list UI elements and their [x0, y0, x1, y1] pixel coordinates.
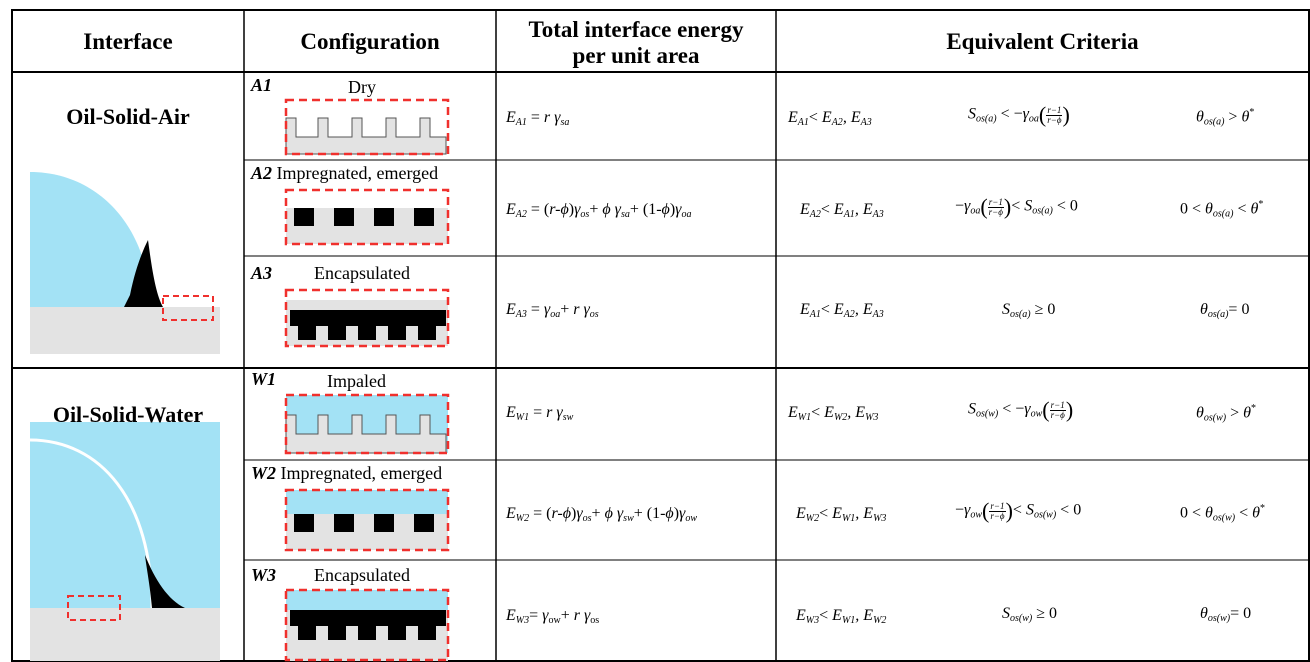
energy-a3: EA3 = γoa+ r γos: [506, 301, 599, 320]
crit-spread-w3: Sos(w) ≥ 0: [1002, 605, 1058, 624]
crit-theta-w3: θos(w)= 0: [1200, 605, 1252, 624]
crit-theta-a2: 0 < θos(a) < θ*: [1180, 199, 1264, 220]
crit-theta-w1: θos(w) > θ*: [1196, 403, 1256, 424]
crit-energy-w1: EW1< EW2, EW3: [788, 404, 879, 423]
crit-spread-a1: Sos(a) < −γoa(r−1 r−ϕ): [968, 102, 1070, 127]
energy-w1: EW1 = r γsw: [506, 404, 574, 423]
config-state-a1: Dry: [348, 77, 376, 97]
config-id: A3: [251, 263, 273, 283]
config-label-a1: A1: [251, 76, 272, 94]
config-state: Impregnated, emerged: [276, 163, 439, 183]
config-a2-illustration: [284, 188, 450, 246]
config-state-a3: Encapsulated: [314, 263, 410, 283]
config-label-w1: W1: [251, 370, 276, 388]
crit-energy-w2: EW2< EW1, EW3: [796, 505, 887, 524]
config-label-w2: W2 Impregnated, emerged: [251, 464, 442, 482]
crit-theta-a3: θos(a)= 0: [1200, 301, 1250, 320]
crit-energy-w3: EW3< EW1, EW2: [796, 607, 887, 626]
air-droplet-illustration: [30, 172, 220, 354]
crit-energy-a3: EA1< EA2, EA3: [800, 301, 884, 320]
header-configuration: Configuration: [300, 29, 440, 54]
crit-spread-w1: Sos(w) < −γow(r−1 r−ϕ): [968, 397, 1074, 422]
group-oil-solid-water: Oil-Solid-Water: [52, 402, 204, 427]
crit-spread-a2: −γoa(r−1 r−ϕ)< Sos(a) < 0: [955, 194, 1078, 219]
energy-w3: EW3= γow+ r γos: [506, 607, 600, 626]
config-id: A1: [251, 75, 273, 95]
header-interface: Interface: [83, 29, 173, 54]
crit-spread-a3: Sos(a) ≥ 0: [1002, 301, 1056, 320]
config-label-w3: W3: [251, 566, 276, 584]
header-energy-line2: per unit area: [572, 43, 700, 68]
crit-theta-a1: θos(a) > θ*: [1196, 107, 1255, 128]
config-id: A2: [251, 163, 273, 183]
config-id: W1: [251, 369, 277, 389]
crit-spread-w2: −γow(r−1 r−ϕ)< Sos(w) < 0: [955, 498, 1082, 523]
energy-a1: EA1 = r γsa: [506, 109, 570, 128]
config-label-a3: A3: [251, 264, 272, 282]
header-energy-line1: Total interface energy: [528, 17, 744, 42]
group-oil-solid-air: Oil-Solid-Air: [66, 104, 190, 129]
config-id: W2: [251, 463, 277, 483]
config-state-w3: Encapsulated: [314, 565, 410, 585]
config-state-w1: Impaled: [327, 371, 386, 391]
config-a3-illustration: [284, 288, 450, 348]
table-borders: [11, 9, 1310, 662]
energy-a2: EA2 = (r-ϕ)γos+ ϕ γsa+ (1-ϕ)γoa: [506, 201, 692, 220]
header-criteria: Equivalent Criteria: [946, 29, 1139, 54]
water-droplet-illustration: [29, 422, 220, 661]
config-w3-illustration: [284, 588, 450, 662]
energy-w2: EW2 = (r-ϕ)γos+ ϕ γsw+ (1-ϕ)γow: [506, 505, 698, 524]
config-a1-illustration: [284, 98, 450, 156]
config-w2-illustration: [284, 488, 450, 552]
config-label-a2: A2 Impregnated, emerged: [251, 164, 438, 182]
config-state: Impregnated, emerged: [280, 463, 443, 483]
config-w1-illustration: [284, 393, 450, 455]
crit-energy-a2: EA2< EA1, EA3: [800, 201, 884, 220]
config-id: W3: [251, 565, 277, 585]
crit-theta-w2: 0 < θos(w) < θ*: [1180, 503, 1266, 524]
crit-energy-a1: EA1< EA2, EA3: [788, 109, 872, 128]
